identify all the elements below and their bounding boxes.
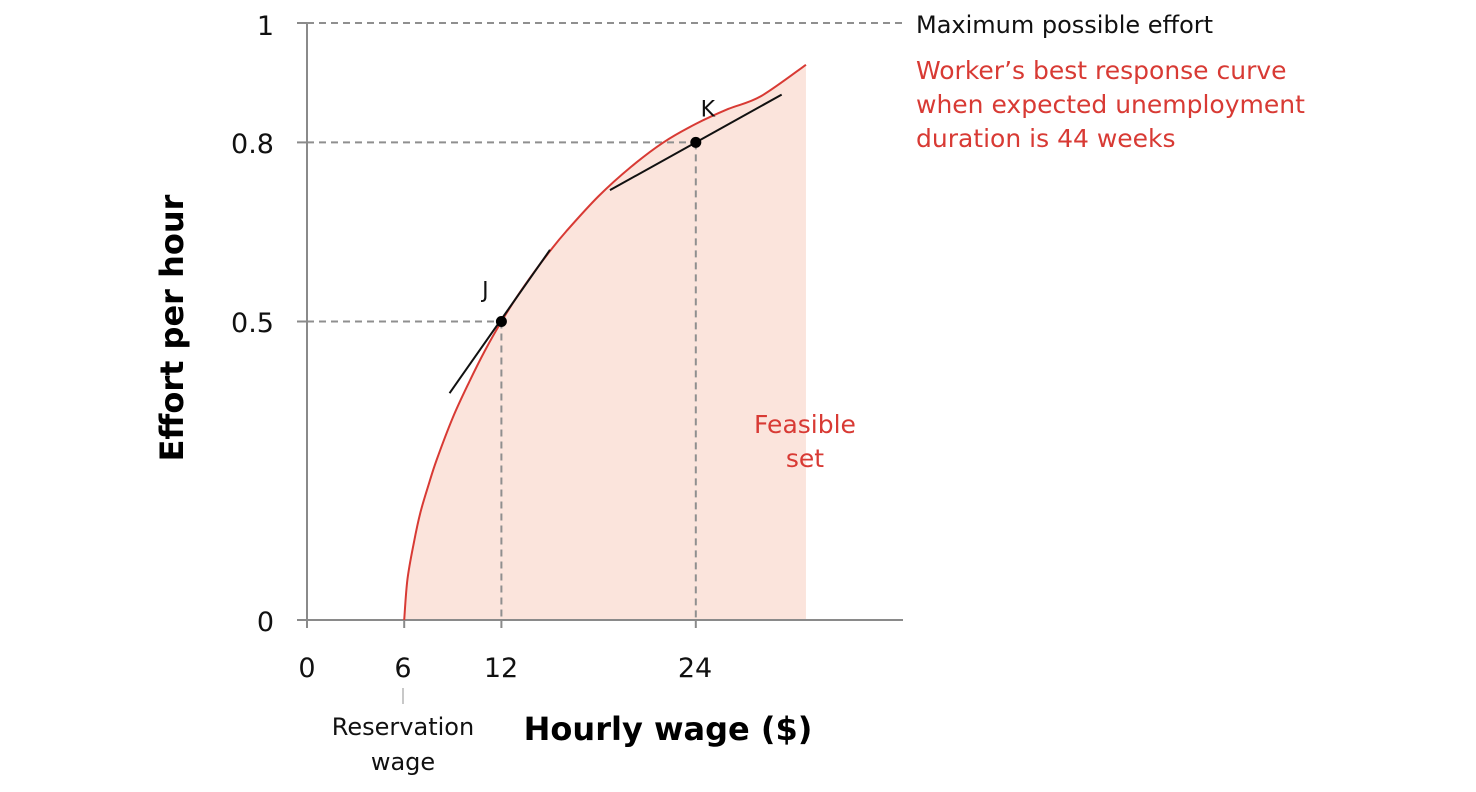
x-tick-label-6: 6 [394,653,411,684]
point-k [690,136,702,148]
x-tick-label-24: 24 [678,653,712,684]
points: JK [480,97,716,327]
curve-label-line-3: duration is 44 weeks [916,124,1176,153]
feasible-set-label-line-1: Feasible [754,410,856,439]
x-tick-label-0: 0 [298,653,315,684]
x-axis-title: Hourly wage ($) [524,710,813,748]
feasible-set-label-line-2: set [786,444,824,473]
y-tick-label-1: 1 [257,11,274,42]
y-axis-title: Effort per hour [153,194,191,461]
y-tick-label-0: 0 [257,607,274,638]
curve-label-line-1: Worker’s best response curve [916,56,1287,85]
dashed-guides [307,22,903,620]
point-j [495,316,507,327]
axis-ticks [297,22,697,628]
point-label-j: J [480,279,489,304]
y-tick-label-0-5: 0.5 [231,308,274,339]
reservation-wage-label-line-1: Reservation [332,713,474,741]
point-label-k: K [701,97,716,122]
feasible-set-region [404,64,806,621]
curve-label-line-2: when expected unemployment [916,90,1305,119]
reservation-wage-label-line-2: wage [371,748,435,776]
y-tick-label-0-8: 0.8 [231,129,274,160]
max-effort-label: Maximum possible effort [916,11,1213,39]
x-tick-label-12: 12 [484,653,518,684]
